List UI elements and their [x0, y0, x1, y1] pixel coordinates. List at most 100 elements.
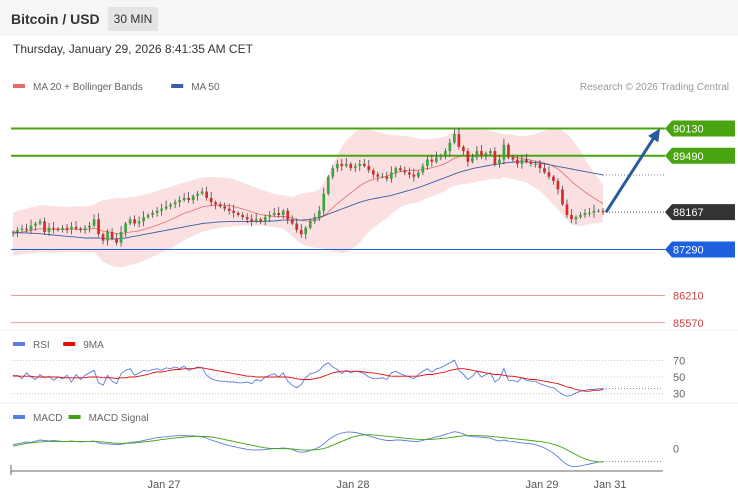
macd-line — [12, 431, 604, 467]
candle-body — [16, 229, 19, 233]
candle-body — [498, 159, 501, 164]
candle-body — [525, 159, 528, 162]
candle-body — [286, 210, 290, 220]
candle-body — [133, 219, 136, 224]
candle-body — [561, 189, 564, 205]
candle-body — [209, 197, 213, 203]
candle-body — [92, 219, 96, 226]
candle-body — [20, 228, 24, 230]
x-tick-label: Jan 31 — [593, 479, 626, 491]
legend-swatch — [68, 415, 81, 419]
legend-swatch — [13, 342, 25, 346]
candle-body — [583, 212, 587, 215]
candle-body — [403, 170, 407, 173]
candle-body — [543, 168, 546, 173]
candle-body — [426, 159, 429, 167]
candle-body — [254, 219, 258, 222]
bollinger-band — [13, 127, 603, 267]
legend-label: RSI — [33, 340, 50, 351]
last-price-bg — [665, 204, 735, 221]
candle-body — [151, 212, 154, 215]
candle-body — [245, 217, 249, 220]
candle-body — [502, 144, 506, 160]
candle-body — [119, 232, 123, 243]
candle-body — [394, 168, 398, 173]
candle-body — [25, 228, 28, 230]
candle-body — [65, 227, 69, 230]
candle-body — [417, 172, 420, 177]
candle-body — [344, 163, 348, 167]
candle-body — [232, 210, 236, 213]
chart-title: Bitcoin / USD — [11, 11, 100, 27]
candle-body — [169, 204, 172, 207]
legend-swatch — [171, 84, 184, 88]
candle-body — [29, 225, 33, 230]
candle-body — [191, 195, 195, 201]
timeframe-badge[interactable]: 30 MIN — [108, 7, 158, 31]
candle-body — [376, 174, 380, 177]
candle-body — [556, 180, 560, 190]
candle-body — [507, 144, 510, 158]
x-tick-label: Jan 28 — [336, 479, 369, 491]
candle-body — [308, 221, 312, 228]
candle-body — [178, 200, 181, 203]
candle-body — [227, 208, 231, 211]
candle-body — [353, 166, 357, 169]
legend-label: MA 20 + Bollinger Bands — [33, 82, 143, 93]
legend-label: MA 50 — [191, 82, 220, 93]
candle-body — [448, 142, 452, 152]
rsi-line — [12, 359, 603, 397]
candle-body — [173, 202, 177, 205]
candle-body — [552, 176, 555, 181]
legend-label: MACD — [33, 413, 62, 424]
candle-body — [241, 215, 245, 218]
candle-body — [146, 215, 150, 218]
candle-body — [367, 166, 371, 171]
macd-tick-label: 0 — [673, 444, 679, 456]
rsi-tick-label: 30 — [673, 389, 685, 401]
candle-body — [34, 223, 37, 226]
forecast-arrowhead — [648, 128, 660, 143]
candle-body — [362, 163, 366, 167]
candle-body — [570, 215, 573, 220]
level-label: 86210 — [673, 291, 704, 303]
candle-body — [421, 166, 425, 173]
candle-body — [137, 221, 141, 224]
candle-body — [385, 176, 389, 179]
candle-body — [529, 161, 533, 164]
candle-body — [371, 170, 375, 175]
candle-body — [101, 234, 105, 241]
candle-body — [462, 146, 465, 152]
candle-body — [444, 151, 447, 156]
candle-body — [588, 212, 591, 214]
candle-body — [70, 226, 73, 230]
candle-body — [565, 204, 569, 215]
candle-body — [200, 191, 204, 194]
candle-body — [534, 163, 537, 165]
level-label: 90130 — [673, 124, 704, 136]
candle-body — [475, 151, 479, 158]
candle-body — [439, 155, 443, 158]
candle-body — [304, 227, 308, 235]
candle-body — [38, 221, 42, 224]
x-tick-label: Jan 27 — [147, 479, 180, 491]
candle-body — [268, 215, 272, 218]
candle-body — [430, 159, 434, 162]
candle-body — [317, 210, 321, 218]
candle-body — [205, 191, 209, 198]
candle-body — [484, 153, 488, 156]
candle-body — [435, 157, 438, 162]
last-price-label: 88167 — [673, 207, 704, 219]
candle-body — [106, 232, 109, 241]
candle-body — [214, 202, 218, 205]
candle-body — [466, 151, 470, 162]
rsi-tick-label: 50 — [673, 372, 685, 384]
candle-body — [52, 227, 55, 229]
candle-body — [340, 163, 344, 167]
level-label: 85570 — [673, 318, 704, 330]
candle-body — [407, 172, 411, 175]
legend-swatch — [13, 84, 25, 88]
rsi-ma-line — [12, 367, 604, 392]
candle-body — [471, 157, 474, 162]
candle-body — [453, 134, 456, 143]
